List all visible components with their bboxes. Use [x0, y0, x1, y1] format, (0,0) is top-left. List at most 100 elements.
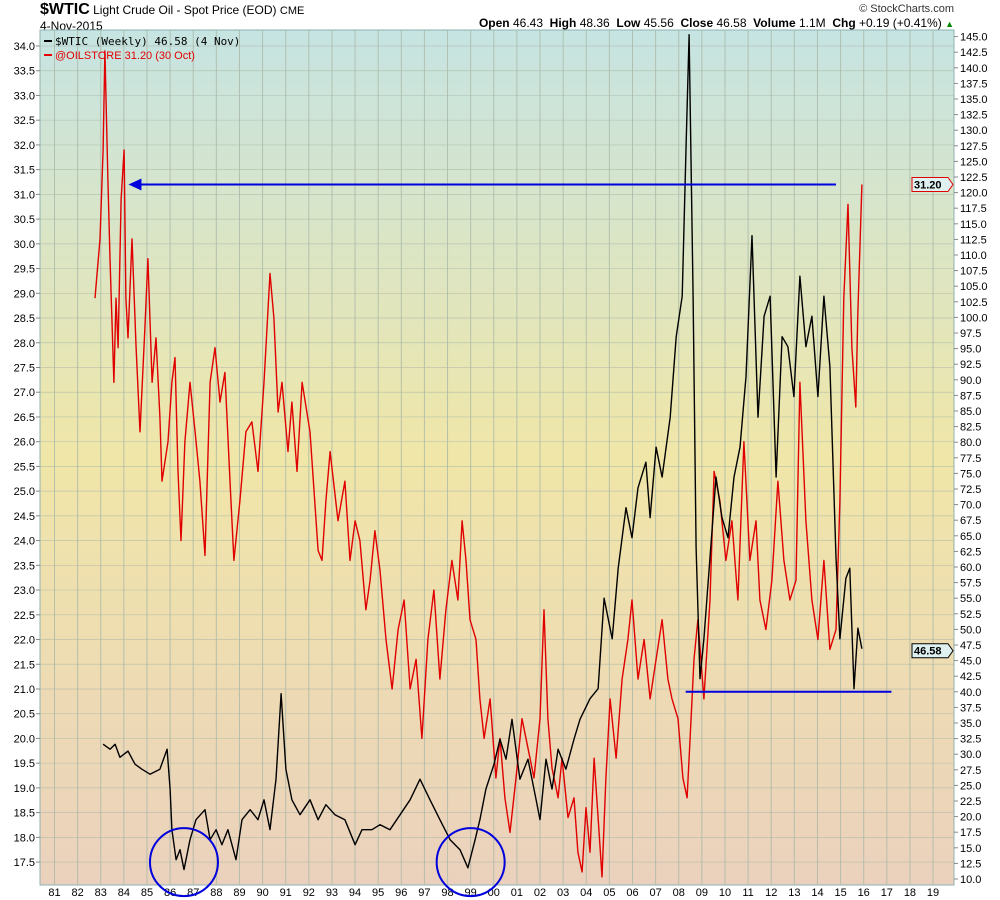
x-tick-label: 12 [765, 887, 777, 899]
right-tick-label: 112.5 [960, 234, 987, 246]
left-tick-label: 32.5 [14, 115, 35, 127]
right-tick-label: 97.5 [960, 328, 981, 340]
low-label: Low [616, 16, 641, 30]
right-tick-label: 40.0 [960, 687, 981, 699]
left-tick-label: 31.5 [14, 165, 35, 177]
right-tick-label: 65.0 [960, 531, 981, 543]
x-tick-label: 16 [858, 887, 870, 899]
right-tick-label: 72.5 [960, 484, 981, 496]
x-tick-label: 10 [719, 887, 731, 899]
right-tick-label: 122.5 [960, 172, 988, 184]
right-tick-label: 77.5 [960, 453, 981, 465]
right-tick-label: 55.0 [960, 593, 981, 605]
right-tick-label: 117.5 [960, 203, 987, 215]
right-tick-label: 67.5 [960, 515, 981, 527]
x-tick-label: 14 [811, 887, 823, 899]
left-tick-label: 18.0 [14, 832, 35, 844]
left-tick-label: 23.5 [14, 560, 35, 572]
x-tick-label: 11 [742, 887, 753, 899]
open-value: 46.43 [512, 16, 543, 30]
legend-swatch-wtic [44, 40, 52, 42]
left-tick-label: 29.5 [14, 264, 35, 276]
x-tick-label: 02 [534, 887, 546, 899]
x-tick-label: 00 [488, 887, 500, 899]
left-tick-label: 25.0 [14, 486, 35, 498]
left-tick-label: 24.0 [14, 536, 35, 548]
x-tick-label: 91 [280, 887, 292, 899]
right-tick-label: 105.0 [960, 281, 988, 293]
left-tick-label: 27.5 [14, 362, 35, 374]
close-label: Close [680, 16, 714, 30]
left-tick-label: 19.5 [14, 758, 35, 770]
right-tick-label: 137.5 [960, 78, 988, 90]
x-tick-label: 82 [71, 887, 83, 899]
right-tick-label: 132.5 [960, 110, 988, 122]
left-tick-label: 30.0 [14, 239, 35, 251]
x-tick-label: 18 [904, 887, 916, 899]
left-tick-label: 28.5 [14, 313, 35, 325]
right-tick-label: 30.0 [960, 749, 981, 761]
left-tick-label: 20.5 [14, 709, 35, 721]
ohlc-summary: Open 46.43 High 48.36 Low 45.56 Close 46… [479, 16, 954, 31]
close-value: 46.58 [716, 16, 747, 30]
x-tick-label: 94 [349, 887, 361, 899]
wtic-last-tag-box [911, 643, 954, 659]
right-tick-label: 17.5 [960, 827, 981, 839]
right-tick-label: 70.0 [960, 500, 981, 512]
x-tick-label: 99 [465, 887, 477, 899]
right-tick-label: 92.5 [960, 359, 981, 371]
arrowhead-icon [128, 178, 142, 191]
highlight-circle [435, 827, 506, 898]
x-tick-label: 89 [233, 887, 245, 899]
legend: $WTIC (Weekly) 46.58 (4 Nov) @OILSTORE 3… [44, 35, 240, 62]
low-value: 45.56 [643, 16, 674, 30]
right-tick-label: 27.5 [960, 765, 981, 777]
highlight-circle [148, 827, 219, 898]
left-tick-label: 30.5 [14, 214, 35, 226]
x-tick-label: 84 [118, 887, 130, 899]
right-tick-label: 50.0 [960, 624, 981, 636]
left-tick-label: 32.0 [14, 140, 35, 152]
volume-label: Volume [753, 16, 796, 30]
chg-value: +0.19 (+0.41%) [859, 16, 942, 30]
left-tick-label: 21.0 [14, 684, 35, 696]
exchange: CME [279, 5, 305, 17]
right-tick-label: 62.5 [960, 546, 981, 558]
x-tick-label: 88 [210, 887, 222, 899]
left-tick-label: 29.0 [14, 288, 35, 300]
right-tick-label: 135.0 [960, 94, 988, 106]
right-tick-label: 57.5 [960, 578, 981, 590]
left-tick-label: 21.5 [14, 659, 35, 671]
annotations [128, 178, 892, 898]
right-tick-label: 22.5 [960, 796, 981, 808]
x-tick-label: 08 [673, 887, 685, 899]
x-tick-label: 04 [580, 887, 592, 899]
x-tick-label: 03 [557, 887, 569, 899]
left-tick-label: 25.5 [14, 461, 35, 473]
x-tick-label: 05 [603, 887, 615, 899]
right-tick-label: 145.0 [960, 32, 988, 44]
x-tick-label: 19 [927, 887, 939, 899]
left-tick-label: 18.5 [14, 808, 35, 820]
right-tick-label: 47.5 [960, 640, 981, 652]
right-tick-label: 100.0 [960, 312, 988, 324]
instrument-name: Light Crude Oil - Spot Price (EOD) [93, 3, 277, 17]
right-tick-label: 110.0 [960, 250, 987, 262]
left-tick-label: 34.0 [14, 41, 35, 53]
x-tick-label: 07 [649, 887, 661, 899]
right-tick-label: 107.5 [960, 266, 988, 278]
x-tick-label: 96 [395, 887, 407, 899]
x-tick-label: 97 [418, 887, 430, 899]
right-tick-label: 80.0 [960, 437, 981, 449]
chg-label: Chg [832, 16, 856, 30]
legend-swatch-oilstore [44, 54, 52, 56]
x-tick-label: 85 [141, 887, 153, 899]
high-label: High [549, 16, 577, 30]
left-tick-label: 22.0 [14, 635, 35, 647]
x-tick-label: 15 [834, 887, 846, 899]
right-tick-label: 140.0 [960, 63, 988, 75]
left-tick-label: 26.0 [14, 437, 35, 449]
right-tick-label: 60.0 [960, 562, 981, 574]
